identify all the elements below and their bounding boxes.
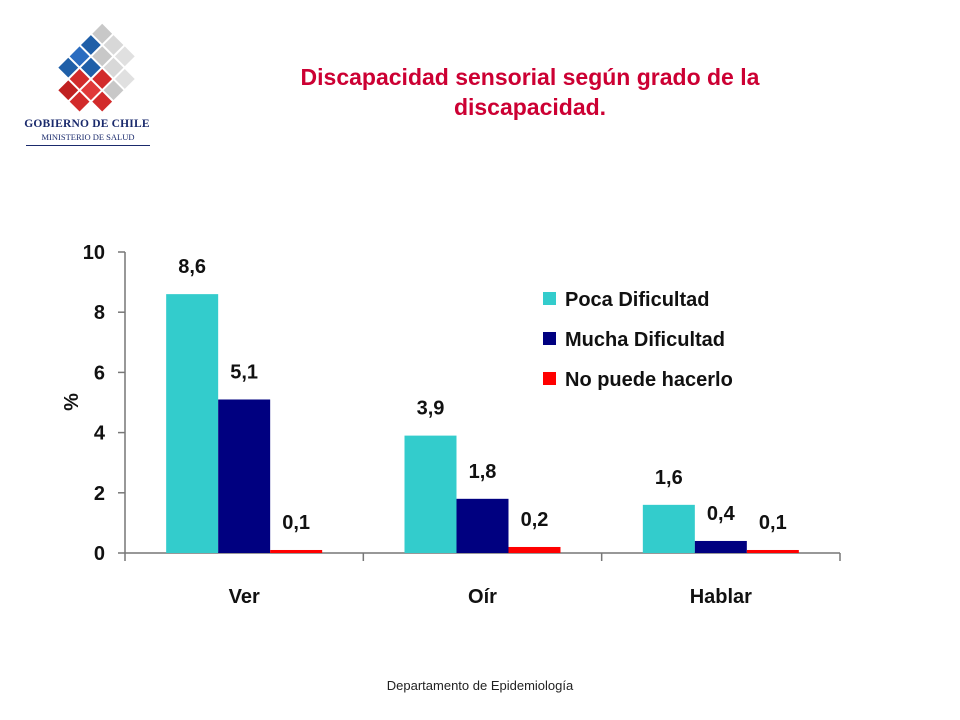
bar (166, 294, 219, 553)
data-label: 0,1 (759, 512, 787, 534)
data-label: 0,1 (282, 512, 310, 534)
y-tick-label: 4 (94, 423, 106, 445)
data-label: 5,1 (230, 361, 258, 383)
y-tick-label: 0 (94, 543, 105, 565)
logo-subtitle: MINISTERIO DE SALUD (41, 132, 135, 142)
y-axis-label: % (61, 393, 83, 411)
data-label: 8,6 (178, 256, 206, 278)
legend-label: No puede hacerlo (565, 369, 733, 391)
bar (270, 549, 323, 553)
data-label: 0,4 (707, 503, 736, 525)
bar (746, 549, 799, 553)
x-tick-label: Oír (468, 586, 497, 608)
bar (508, 546, 561, 553)
legend-swatch (543, 292, 556, 305)
legend-swatch (543, 372, 556, 385)
legend-label: Poca Dificultad (565, 289, 709, 311)
x-tick-label: Ver (229, 586, 260, 608)
x-tick-label: Hablar (690, 586, 752, 608)
chart-title: Discapacidad sensorial según grado de la… (300, 64, 760, 120)
data-label: 0,2 (521, 509, 549, 531)
legend-swatch (543, 332, 556, 345)
bar (218, 399, 271, 553)
y-tick-label: 8 (94, 302, 105, 324)
bar (456, 498, 509, 553)
bar (642, 504, 695, 553)
gobierno-de-chile-logo (58, 23, 135, 112)
data-label: 1,6 (655, 467, 683, 489)
footer-department: Departamento de Epidemiología (386, 678, 574, 693)
legend-label: Mucha Dificultad (565, 329, 725, 351)
y-tick-label: 2 (94, 483, 105, 505)
data-label: 1,8 (469, 461, 497, 483)
bar (404, 435, 457, 553)
y-tick-label: 6 (94, 362, 105, 384)
logo-title: GOBIERNO DE CHILE (24, 118, 150, 130)
y-tick-label: 10 (83, 242, 105, 264)
data-label: 3,9 (417, 398, 445, 420)
bar (694, 540, 747, 553)
logo-divider (26, 145, 150, 146)
